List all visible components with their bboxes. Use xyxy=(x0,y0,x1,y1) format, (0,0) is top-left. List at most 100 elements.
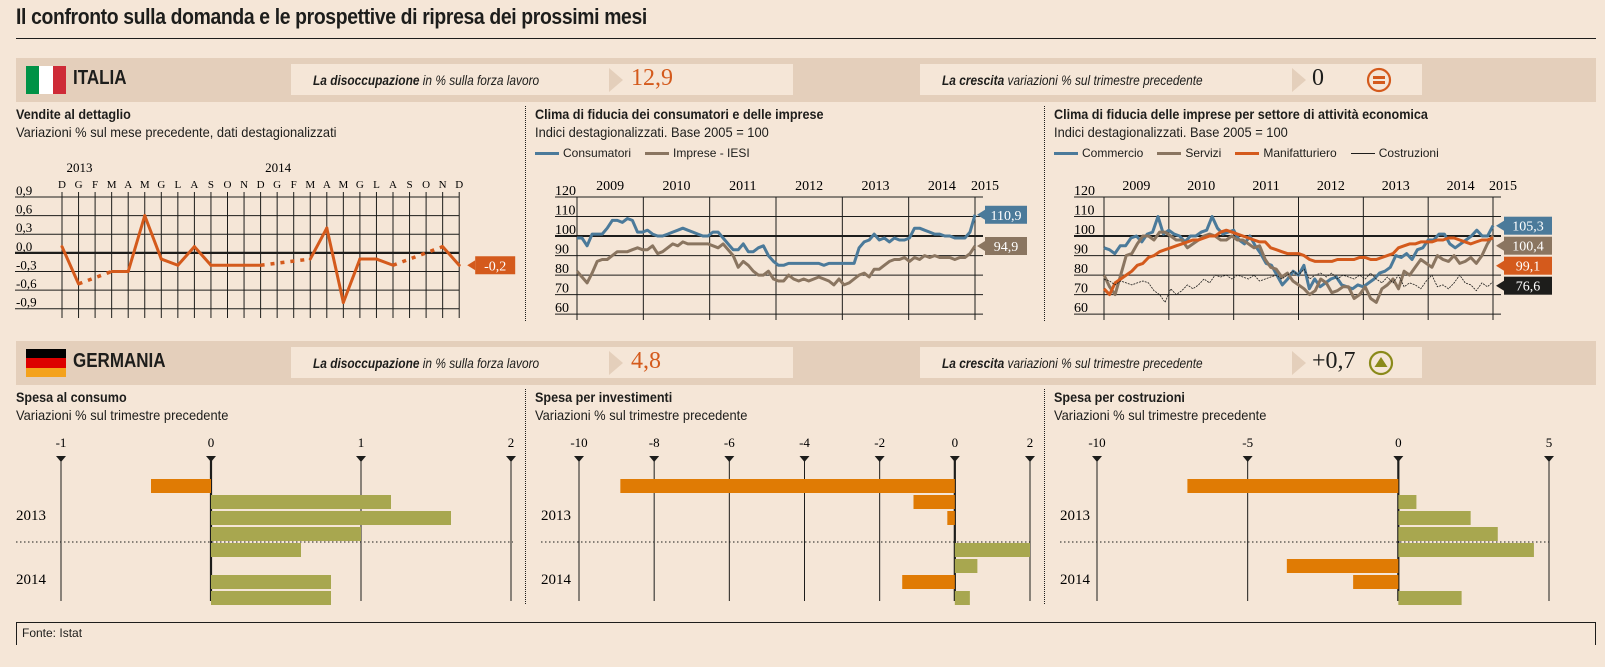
growth-value: +0,7 xyxy=(1312,348,1356,374)
legend-clima: Consumatori Imprese - IESI xyxy=(535,146,750,160)
month-label: L xyxy=(373,179,380,191)
end-value-label-box xyxy=(985,205,1027,224)
chart-subtitle-clima: Indici destagionalizzati. Base 2005 = 10… xyxy=(535,124,769,140)
year-label: 2011 xyxy=(1252,179,1279,194)
y-tick-label: 0,0 xyxy=(16,239,32,254)
year-label: 2013 xyxy=(541,508,571,524)
year-label: 2015 xyxy=(971,179,999,194)
data-segment-interpolated xyxy=(392,245,444,267)
x-tick-label: -10 xyxy=(570,435,587,450)
month-label: F xyxy=(291,179,297,191)
y-tick-label: 110 xyxy=(555,204,575,219)
unemployment-label: La disoccupazione in % sulla forza lavor… xyxy=(313,355,540,371)
year-label: 2010 xyxy=(663,179,691,194)
chart-subtitle-costruzioni: Variazioni % sul trimestre precedente xyxy=(1054,407,1267,423)
month-label: N xyxy=(439,179,447,191)
legend-swatch xyxy=(1054,151,1078,155)
y-tick-label: 110 xyxy=(1074,204,1094,219)
legend-item-imprese: Imprese - IESI xyxy=(645,146,750,160)
series-line-servizi xyxy=(1102,230,1495,304)
data-segment xyxy=(176,245,196,267)
data-segment-interpolated xyxy=(260,257,311,267)
legend-item-commercio: Commercio xyxy=(1054,146,1143,160)
bar xyxy=(954,559,978,573)
month-label: O xyxy=(224,179,232,191)
end-value-label-pointer xyxy=(467,260,476,271)
data-segment xyxy=(308,226,329,261)
end-value-label: 94,9 xyxy=(994,240,1019,255)
data-segment xyxy=(159,257,180,267)
y-tick-label: 120 xyxy=(1074,184,1095,199)
growth-label: La crescita variazioni % sul trimestre p… xyxy=(942,355,1203,371)
x-tick-label: -6 xyxy=(724,435,735,450)
end-value-label-pointer xyxy=(1496,280,1504,291)
bar xyxy=(954,543,1030,557)
y-tick-label: 70 xyxy=(1074,282,1088,297)
y-tick-label: 80 xyxy=(1074,262,1088,277)
month-label: A xyxy=(389,179,397,191)
year-label: 2009 xyxy=(1122,179,1150,194)
month-label: L xyxy=(174,179,181,191)
legend-item-costruzioni: Costruzioni xyxy=(1350,146,1439,160)
unemployment-value: 12,9 xyxy=(631,65,673,91)
italia-growth-box: La crescita variazioni % sul trimestre p… xyxy=(920,64,1422,95)
end-value-label-pointer xyxy=(1496,220,1504,231)
month-label: M xyxy=(305,179,315,191)
year-label: 2012 xyxy=(1317,179,1345,194)
x-tick-label: 2 xyxy=(508,435,515,450)
chart-subtitle-investimenti: Variazioni % sul trimestre precedente xyxy=(535,407,748,423)
chart-subtitle-settori: Indici destagionalizzati. Base 2005 = 10… xyxy=(1054,124,1288,140)
data-segment xyxy=(126,214,147,273)
end-value-label: 110,9 xyxy=(991,209,1022,224)
chart-title-investimenti: Spesa per investimenti xyxy=(535,389,673,405)
y-tick-label: 0,3 xyxy=(16,220,32,235)
bar xyxy=(211,511,451,525)
x-tick-label: 5 xyxy=(1546,435,1553,450)
bar xyxy=(1353,575,1399,589)
bar xyxy=(902,575,955,589)
month-label: M xyxy=(140,179,150,191)
data-segment xyxy=(325,226,345,304)
bar xyxy=(947,511,955,525)
end-value-label-box xyxy=(1504,216,1552,235)
chart-clima: 2009 2010 2011 2012 2013 2014 2015 120 110 100 90 8… xyxy=(555,179,1027,320)
data-segment xyxy=(341,257,362,304)
year-label: 2011 xyxy=(729,179,756,194)
bar xyxy=(1398,543,1534,557)
year-label: 2014 xyxy=(16,572,47,588)
y-tick-label: 120 xyxy=(555,184,576,199)
source-footer: Fonte: Istat xyxy=(16,622,1596,645)
bar xyxy=(211,543,301,557)
bar xyxy=(1398,511,1471,525)
chart-title-costruzioni: Spesa per costruzioni xyxy=(1054,389,1185,405)
month-label: O xyxy=(422,179,430,191)
germania-band: GERMANIA La disoccupazione in % sulla fo… xyxy=(16,341,1596,385)
end-value-label: 76,6 xyxy=(1516,280,1541,295)
year-label: 2010 xyxy=(1187,179,1215,194)
series-line-manifatturiero xyxy=(1102,228,1494,297)
legend-swatch xyxy=(1350,152,1375,154)
x-tick-label: 1 xyxy=(358,435,365,450)
country-label-italia: ITALIA xyxy=(73,67,127,89)
year-label: 2012 xyxy=(795,179,823,194)
legend-swatch xyxy=(645,151,670,155)
data-segment xyxy=(441,245,461,267)
chart-subtitle-vendite: Variazioni % sul mese precedente, dati d… xyxy=(16,124,337,140)
end-value-label: -0,2 xyxy=(484,259,506,274)
end-value-label-box xyxy=(985,237,1027,256)
x-tick-label: -5 xyxy=(1242,435,1253,450)
bar xyxy=(211,495,391,509)
bar xyxy=(620,479,955,493)
end-value-label-box xyxy=(475,256,516,275)
year-label: 2013 xyxy=(862,179,890,194)
month-label: D xyxy=(257,179,265,191)
end-value-label-box xyxy=(1504,236,1552,255)
end-value-label: 99,1 xyxy=(1516,260,1541,275)
month-label: S xyxy=(208,179,214,191)
end-value-label-box xyxy=(1504,256,1552,275)
x-tick-label: -8 xyxy=(649,435,660,450)
year-label: 2013 xyxy=(67,160,93,175)
y-tick-label: 0,6 xyxy=(16,202,33,217)
x-tick-label: 0 xyxy=(208,435,215,450)
legend-settori: Commercio Servizi Manifatturiero Costruz… xyxy=(1054,146,1439,160)
